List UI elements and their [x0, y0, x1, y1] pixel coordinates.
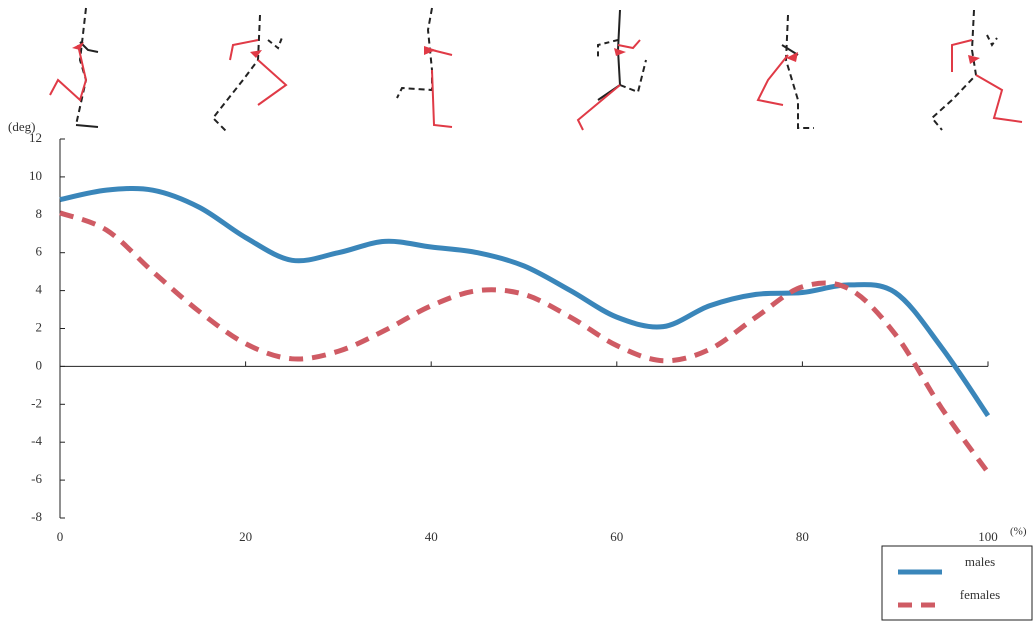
- series-line: [60, 213, 988, 473]
- legend: [882, 546, 1032, 620]
- y-tick-label: 6: [36, 244, 43, 259]
- series-line: [60, 188, 988, 415]
- y-tick-label: -2: [31, 395, 42, 410]
- stick-figures: [50, 8, 1022, 133]
- y-tick-label: 8: [36, 206, 43, 221]
- x-tick-label: 60: [610, 529, 623, 544]
- y-tick-label: -4: [31, 433, 42, 448]
- y-tick-label: 2: [36, 319, 43, 334]
- y-tick-label: -8: [31, 509, 42, 524]
- y-tick-label: 4: [36, 282, 43, 297]
- chart: (deg) (%) -8-6-4-2024681012020406080100m…: [0, 0, 1033, 621]
- legend-label: males: [965, 554, 995, 569]
- x-tick-label: 100: [978, 529, 998, 544]
- y-tick-label: 12: [29, 130, 42, 145]
- y-tick-label: 0: [36, 357, 43, 372]
- x-tick-label: 40: [425, 529, 438, 544]
- y-tick-label: -6: [31, 471, 42, 486]
- x-tick-label: 0: [57, 529, 64, 544]
- x-tick-label: 80: [796, 529, 809, 544]
- y-tick-label: 10: [29, 168, 42, 183]
- legend-label: females: [960, 587, 1000, 602]
- x-unit: (%): [1010, 526, 1027, 538]
- x-tick-label: 20: [239, 529, 252, 544]
